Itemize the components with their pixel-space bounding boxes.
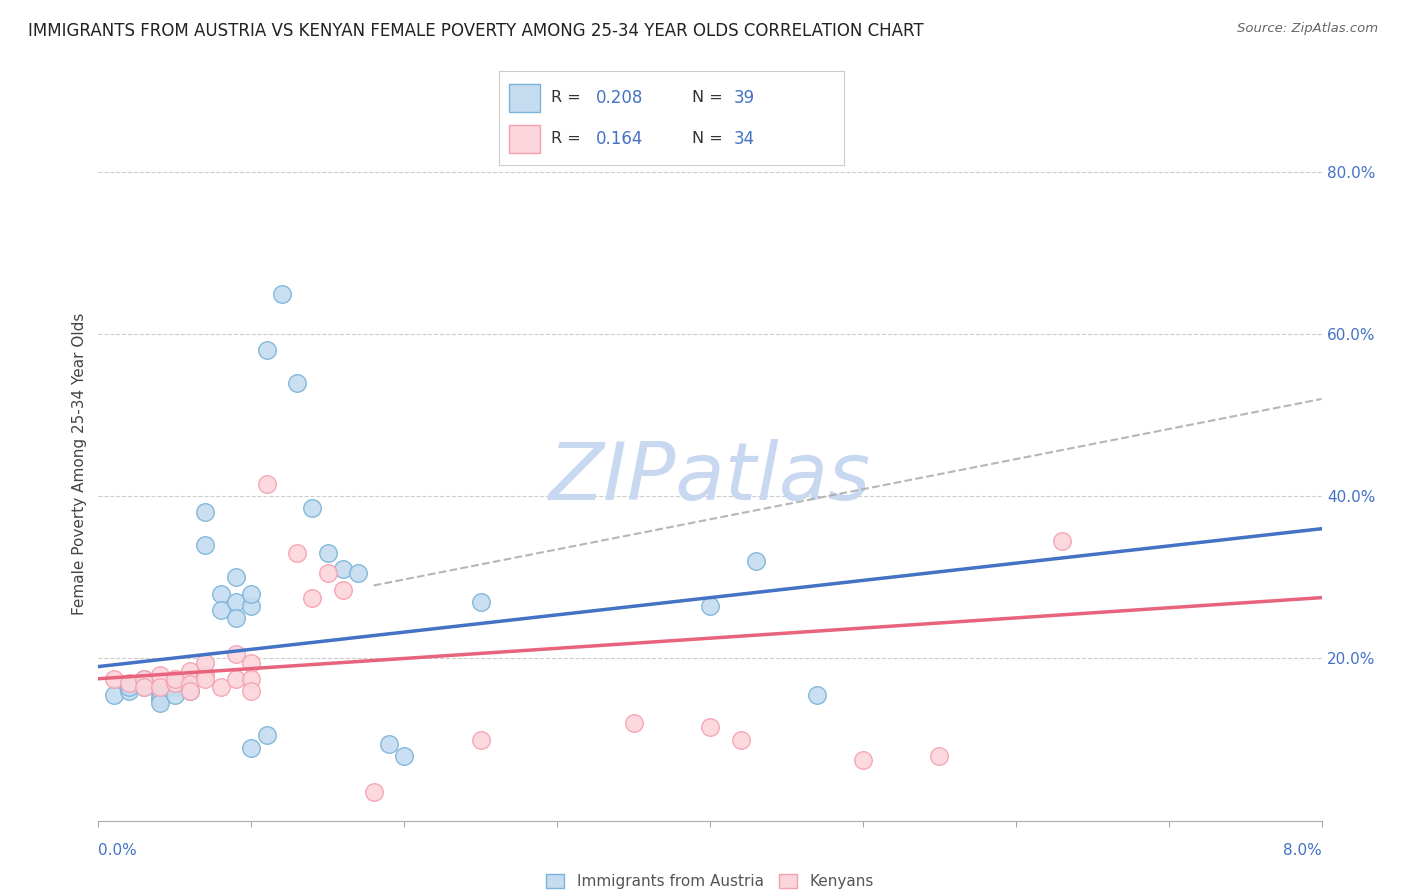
Point (730, 732, 752, 747)
Text: R =: R = (551, 131, 586, 146)
Point (240, 586, 263, 600)
Point (118, 684, 141, 698)
Point (745, 554, 768, 568)
Point (179, 664, 201, 678)
Point (623, 716, 645, 731)
Text: ZIPatlas: ZIPatlas (548, 439, 872, 517)
Point (256, 477, 278, 491)
Text: 39: 39 (734, 88, 755, 106)
Point (928, 748, 950, 763)
Point (194, 672, 217, 686)
Text: 8.0%: 8.0% (1282, 843, 1322, 858)
Text: Source: ZipAtlas.com: Source: ZipAtlas.com (1237, 22, 1378, 36)
Text: N =: N = (692, 90, 728, 105)
Point (470, 595, 492, 609)
Point (270, 286, 294, 301)
Point (209, 586, 232, 600)
Point (163, 688, 186, 702)
Point (301, 591, 323, 605)
Point (225, 611, 247, 625)
FancyBboxPatch shape (509, 84, 540, 112)
Point (240, 656, 263, 670)
Point (179, 672, 201, 686)
Point (806, 688, 828, 702)
Point (134, 675, 156, 690)
Point (163, 672, 186, 686)
Point (699, 599, 721, 613)
Point (285, 546, 308, 560)
Point (163, 680, 186, 694)
Text: N =: N = (692, 131, 728, 146)
Point (149, 692, 172, 706)
Point (363, 785, 385, 799)
Y-axis label: Female Poverty Among 25-34 Year Olds: Female Poverty Among 25-34 Year Olds (72, 313, 87, 615)
Point (163, 672, 186, 686)
FancyBboxPatch shape (509, 125, 540, 153)
Point (149, 696, 172, 710)
Point (1050, 533, 1073, 548)
Point (118, 680, 141, 694)
Point (225, 672, 247, 686)
Point (332, 562, 354, 576)
Text: 0.208: 0.208 (596, 88, 643, 106)
Point (316, 546, 339, 560)
Legend: Immigrants from Austria, Kenyans: Immigrants from Austria, Kenyans (540, 868, 880, 892)
Point (209, 680, 232, 694)
Point (240, 599, 263, 613)
Text: R =: R = (551, 90, 586, 105)
Point (134, 672, 156, 686)
Point (163, 675, 186, 690)
Point (103, 688, 125, 702)
Point (179, 677, 201, 691)
Point (240, 684, 263, 698)
Point (179, 684, 201, 698)
Point (149, 684, 172, 698)
Point (225, 648, 247, 662)
Point (225, 595, 247, 609)
Point (134, 672, 156, 686)
Point (179, 684, 201, 698)
Point (316, 566, 339, 581)
Point (118, 675, 141, 690)
Point (378, 737, 401, 751)
Point (163, 677, 186, 691)
Point (149, 688, 172, 702)
Point (852, 753, 875, 767)
Point (301, 501, 323, 516)
Point (256, 729, 278, 743)
Point (392, 748, 416, 763)
Point (285, 376, 308, 390)
Text: 0.164: 0.164 (596, 130, 643, 148)
Point (470, 732, 492, 747)
Point (149, 680, 172, 694)
Point (699, 720, 721, 734)
Point (134, 680, 156, 694)
Point (347, 566, 370, 581)
Point (194, 506, 217, 520)
Point (194, 667, 217, 681)
Point (209, 603, 232, 617)
Point (194, 538, 217, 552)
Text: IMMIGRANTS FROM AUSTRIA VS KENYAN FEMALE POVERTY AMONG 25-34 YEAR OLDS CORRELATI: IMMIGRANTS FROM AUSTRIA VS KENYAN FEMALE… (28, 22, 924, 40)
Point (256, 343, 278, 358)
Point (332, 582, 354, 597)
Point (149, 667, 172, 681)
Point (240, 672, 263, 686)
Point (103, 672, 125, 686)
Point (225, 570, 247, 584)
Text: 34: 34 (734, 130, 755, 148)
Point (194, 656, 217, 670)
Point (240, 740, 263, 755)
Text: 0.0%: 0.0% (98, 843, 138, 858)
Point (134, 680, 156, 694)
